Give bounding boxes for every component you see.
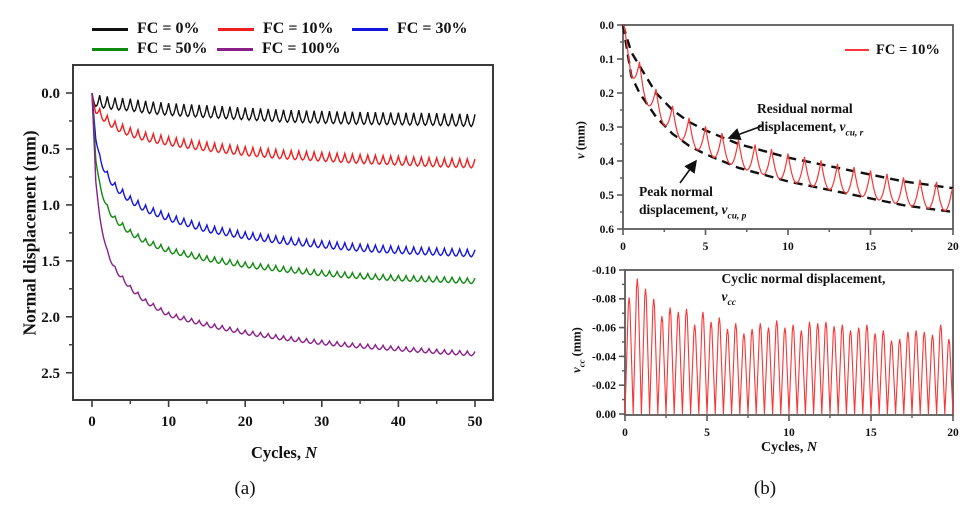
- svg-text:20: 20: [947, 241, 959, 253]
- svg-text:0: 0: [620, 241, 626, 253]
- panel-b-legend-item: FC = 10%: [845, 40, 940, 60]
- svg-text:10: 10: [783, 427, 795, 439]
- annotation-residual: Residual normal displacement, vcu, r: [757, 101, 864, 138]
- svg-text:15: 15: [865, 427, 877, 439]
- svg-text:0.5: 0.5: [600, 190, 615, 202]
- legend-label-fc-0: FC = 0%: [137, 20, 200, 37]
- svg-text:-0.04: -0.04: [592, 351, 616, 363]
- svg-text:0.00: 0.00: [596, 409, 616, 421]
- svg-text:15: 15: [865, 241, 877, 253]
- svg-text:0: 0: [88, 414, 96, 430]
- annotation-peak: Peak normal displacement, vcu, p: [639, 184, 747, 221]
- svg-text:2.5: 2.5: [41, 366, 60, 382]
- svg-text:20: 20: [238, 414, 253, 430]
- annotation-cyclic: Cyclic normal displacement, vcc: [721, 270, 886, 308]
- legend-swatch-fc-30: [352, 27, 388, 31]
- panel-b-top-plot: 0 5 10 15 20 0.0 0.1 0.2 0.3 0.4 0.5 0.6: [600, 20, 959, 253]
- legend-item-fc-30: FC = 30%: [352, 19, 467, 39]
- panel-a-plot: 0 10 20 30 40 50 0.0 0.5 1.0 1.5 2.0 2.5: [41, 64, 494, 430]
- svg-text:0.4: 0.4: [600, 156, 615, 168]
- svg-text:50: 50: [468, 414, 483, 430]
- legend-swatch-fc-50: [92, 47, 128, 51]
- legend-swatch-fc-0: [92, 27, 128, 31]
- legend-item-fc-50: FC = 50%: [92, 39, 207, 59]
- panel-b-x-axis-label: Cycles, N: [760, 440, 818, 455]
- svg-text:0: 0: [622, 427, 628, 439]
- legend-label-fc-10: FC = 10%: [263, 20, 334, 37]
- panel-b-legend-swatch: [845, 49, 869, 51]
- svg-text:10: 10: [161, 414, 176, 430]
- svg-text:0.5: 0.5: [41, 142, 60, 158]
- legend-swatch-fc-10: [218, 27, 254, 31]
- svg-text:20: 20: [947, 427, 959, 439]
- svg-text:10: 10: [782, 241, 794, 253]
- panel-a-y-axis-label: Normal displacement (mm): [19, 130, 40, 336]
- svg-text:0.2: 0.2: [600, 88, 615, 100]
- svg-text:-0.08: -0.08: [592, 294, 616, 306]
- svg-text:0.0: 0.0: [600, 20, 615, 32]
- legend-label-fc-50: FC = 50%: [137, 40, 208, 57]
- panel-a-x-axis-label: Cycles, N: [251, 443, 317, 462]
- svg-text:0.3: 0.3: [600, 122, 615, 134]
- caption-b: (b): [753, 478, 777, 499]
- svg-text:0.6: 0.6: [600, 224, 615, 236]
- svg-text:-0.10: -0.10: [592, 265, 616, 277]
- svg-text:-0.06: -0.06: [592, 323, 616, 335]
- svg-text:0.0: 0.0: [41, 86, 60, 102]
- svg-text:2.0: 2.0: [41, 310, 60, 326]
- svg-text:5: 5: [703, 241, 709, 253]
- panel-b-legend-label: FC = 10%: [876, 41, 940, 58]
- svg-text:5: 5: [704, 427, 710, 439]
- svg-text:1.0: 1.0: [41, 198, 60, 214]
- legend-label-fc-30: FC = 30%: [397, 20, 468, 37]
- legend-item-fc-10: FC = 10%: [218, 19, 333, 39]
- svg-text:-0.02: -0.02: [592, 380, 616, 392]
- svg-text:0.1: 0.1: [600, 54, 615, 66]
- legend-swatch-fc-100: [217, 47, 253, 51]
- panel-b-bottom-plot: 0 5 10 15 20 -0.10 -0.08 -0.06 -0.04 -0.02 0.00: [592, 265, 959, 439]
- caption-a: (a): [234, 478, 256, 499]
- legend-item-fc-100: FC = 100%: [217, 39, 340, 59]
- panel-b-top-y-axis-label: v (mm): [573, 121, 588, 159]
- legend-item-fc-0: FC = 0%: [92, 19, 199, 39]
- svg-text:30: 30: [314, 414, 329, 430]
- svg-text:40: 40: [391, 414, 406, 430]
- legend-label-fc-100: FC = 100%: [262, 40, 341, 57]
- panel-b-bottom-y-axis-label: vcc (mm): [569, 327, 587, 373]
- svg-text:1.5: 1.5: [41, 254, 60, 270]
